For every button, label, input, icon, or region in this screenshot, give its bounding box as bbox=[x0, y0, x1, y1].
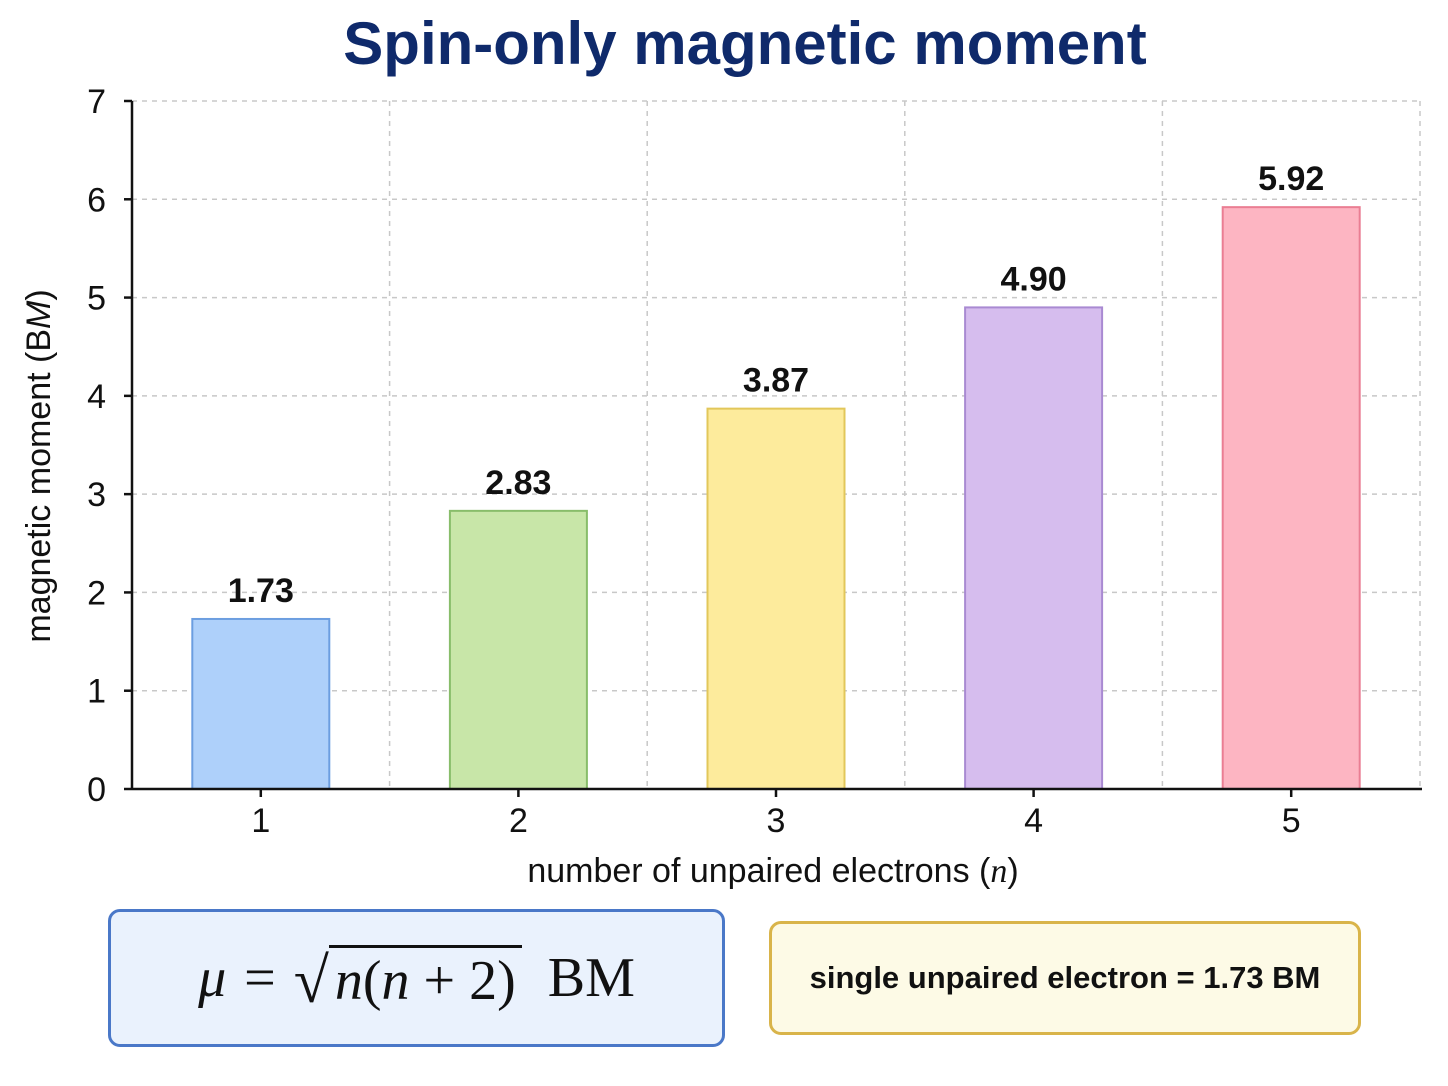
grid-layer bbox=[132, 100, 1421, 789]
bar-value-label: 4.90 bbox=[1001, 260, 1067, 298]
x-tick-label: 5 bbox=[1282, 802, 1301, 840]
bar-5 bbox=[1221, 206, 1361, 791]
x-tick-label: 1 bbox=[251, 802, 270, 840]
bar-1 bbox=[191, 617, 331, 790]
formula-mu: μ bbox=[198, 947, 227, 1009]
formula-sqrt: √ n(n + 2) bbox=[294, 945, 522, 1012]
y-tick-label: 5 bbox=[87, 280, 106, 318]
axes-layer bbox=[124, 99, 1422, 797]
x-tick-label: 4 bbox=[1024, 802, 1043, 840]
bar-value-label: 5.92 bbox=[1258, 160, 1324, 198]
bar-value-label: 2.83 bbox=[485, 464, 551, 502]
y-tick-label: 6 bbox=[87, 181, 106, 219]
chart: Spin-only magnetic moment 1.73 2.83 3.87 4.… bbox=[20, 10, 1422, 890]
chart-title: Spin-only magnetic moment bbox=[343, 10, 1146, 77]
y-tick-label: 2 bbox=[87, 574, 106, 612]
bar-value-label: 1.73 bbox=[228, 572, 294, 610]
y-axis-label: magnetic moment (BM) bbox=[20, 289, 58, 642]
bar-value-label: 3.87 bbox=[743, 362, 809, 400]
sqrt-sign: √ bbox=[293, 945, 329, 1017]
note-box: single unpaired electron = 1.73 BM bbox=[769, 921, 1361, 1035]
note-text: single unpaired electron = 1.73 BM bbox=[809, 960, 1321, 995]
y-tick-label: 3 bbox=[87, 476, 106, 514]
formula-radicand: n(n + 2) bbox=[328, 945, 522, 1011]
bar-4 bbox=[964, 306, 1104, 790]
formula-equals: = bbox=[244, 947, 276, 1009]
ticks-layer: 0 1 2 3 4 5 6 7 1 2 3 4 5 bbox=[87, 83, 1301, 840]
formula-box: μ = √ n(n + 2) BM bbox=[108, 909, 725, 1047]
x-tick-label: 3 bbox=[767, 802, 786, 840]
bar-3 bbox=[706, 407, 846, 790]
bars-layer: 1.73 2.83 3.87 4.90 5.92 bbox=[191, 160, 1361, 791]
bar-2 bbox=[448, 509, 588, 790]
x-tick-label: 2 bbox=[509, 802, 528, 840]
y-tick-label: 7 bbox=[87, 83, 106, 121]
y-tick-label: 4 bbox=[87, 378, 106, 416]
x-axis-label: number of unpaired electrons (n) bbox=[527, 852, 1018, 890]
y-tick-label: 1 bbox=[87, 673, 106, 711]
formula-unit: BM bbox=[547, 947, 635, 1009]
y-tick-label: 0 bbox=[87, 771, 106, 809]
